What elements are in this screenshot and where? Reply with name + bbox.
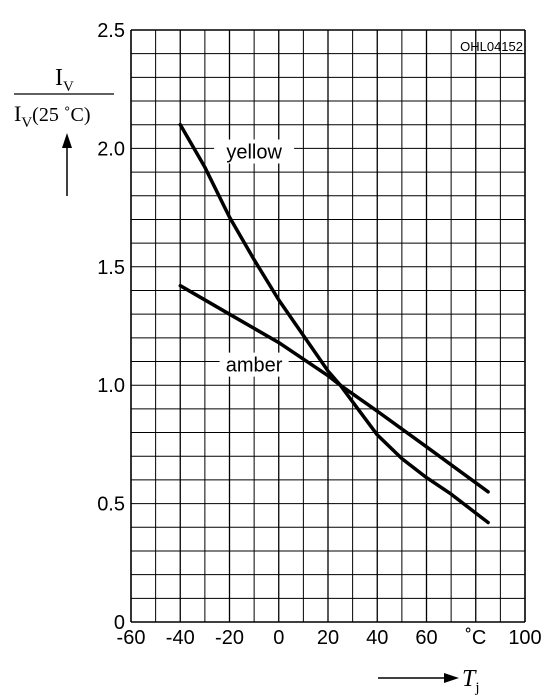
y-tick-label: 2.0 <box>97 138 125 160</box>
y-axis-label-numerator: IV <box>55 65 74 95</box>
series-label-background-yellow <box>214 139 295 164</box>
y-tick-label: 0 <box>114 612 125 634</box>
x-axis-label: Tj <box>378 666 480 696</box>
y-tick-label: 1.0 <box>97 375 125 397</box>
x-tick-label: 100 <box>508 627 541 649</box>
x-tick-label: -40 <box>166 627 195 649</box>
series-label-amber: amber <box>226 355 283 377</box>
y-axis-arrow-head <box>62 133 72 148</box>
tick-labels: 0 0.5 1.0 1.5 2.0 2.5 -60 -40 -20 0 20 40 60 100 ˚C <box>97 20 542 649</box>
x-tick-label: -20 <box>215 627 244 649</box>
grid-lines <box>130 29 526 623</box>
x-tick-label: 60 <box>415 627 437 649</box>
x-unit-label: ˚C <box>465 627 486 649</box>
x-tick-label: 40 <box>366 627 388 649</box>
series-label-yellow: yellow <box>226 142 282 164</box>
x-axis-label-text: Tj <box>462 666 480 696</box>
series-line-yellow <box>178 122 490 525</box>
x-tick-label: 0 <box>273 627 284 649</box>
figure-code: OHL04152 <box>460 39 523 54</box>
series-lines: yellow amber <box>178 122 490 525</box>
y-tick-label: 0.5 <box>97 494 125 516</box>
y-axis-label: IV IV(25 ˚C) <box>14 65 114 196</box>
series-line-amber <box>178 283 490 494</box>
x-tick-label: -60 <box>117 627 146 649</box>
series-label-background-amber <box>219 352 289 377</box>
y-tick-label: 1.5 <box>97 257 125 279</box>
y-axis-label-denominator: IV(25 ˚C) <box>14 101 91 131</box>
x-tick-label: 20 <box>317 627 339 649</box>
x-axis-arrow-head <box>444 673 459 683</box>
y-tick-label: 2.5 <box>97 20 125 42</box>
